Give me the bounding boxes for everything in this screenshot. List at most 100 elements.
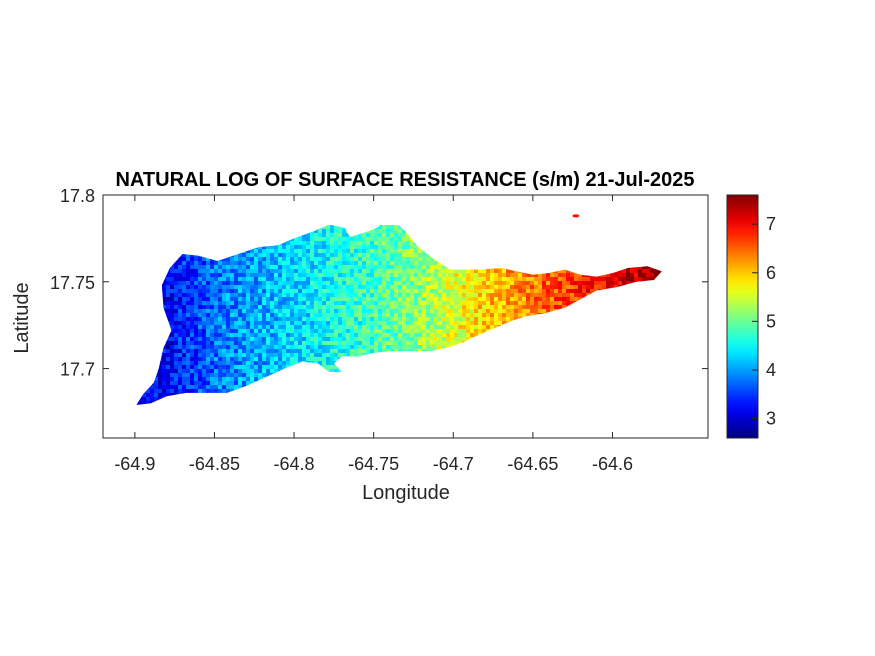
field-cell — [222, 389, 227, 394]
field-cell — [314, 261, 319, 266]
field-cell — [314, 241, 319, 246]
field-cell — [518, 301, 523, 306]
field-cell — [262, 357, 267, 362]
field-cell — [194, 317, 199, 322]
field-cell — [326, 365, 331, 370]
field-cell — [238, 297, 243, 302]
field-cell — [498, 281, 503, 286]
field-cell — [434, 301, 439, 306]
field-cell — [222, 293, 227, 298]
field-cell — [222, 289, 227, 294]
field-cell — [166, 337, 171, 342]
field-cell — [334, 337, 339, 342]
field-cell — [318, 241, 323, 246]
field-cell — [178, 349, 183, 354]
field-cell — [274, 245, 279, 250]
field-cell — [218, 325, 223, 330]
field-cell — [370, 277, 375, 282]
field-cell — [434, 297, 439, 302]
field-cell — [194, 337, 199, 342]
field-cell — [238, 285, 243, 290]
field-cell — [194, 293, 199, 298]
field-cell — [410, 313, 415, 318]
field-cell — [318, 245, 323, 250]
field-cell — [510, 301, 515, 306]
field-cell — [270, 345, 275, 350]
field-cell — [346, 305, 351, 310]
field-cell — [434, 265, 439, 270]
field-cell — [470, 277, 475, 282]
field-cell — [234, 333, 239, 338]
field-cell — [278, 313, 283, 318]
field-cell — [406, 341, 411, 346]
field-cell — [186, 253, 191, 258]
field-cell — [342, 253, 347, 258]
field-cell — [166, 345, 171, 350]
field-cell — [466, 317, 471, 322]
field-cell — [210, 325, 215, 330]
field-cell — [242, 313, 247, 318]
field-cell — [250, 377, 255, 382]
field-cell — [202, 369, 207, 374]
field-cell — [206, 309, 211, 314]
field-cell — [214, 357, 219, 362]
field-cell — [470, 305, 475, 310]
field-cell — [218, 293, 223, 298]
field-cell — [174, 373, 179, 378]
field-cell — [214, 329, 219, 334]
field-cell — [446, 333, 451, 338]
field-cell — [182, 285, 187, 290]
field-cell — [226, 297, 231, 302]
field-cell — [546, 293, 551, 298]
field-cell — [290, 241, 295, 246]
field-cell — [314, 289, 319, 294]
field-cell — [270, 325, 275, 330]
field-cell — [186, 269, 191, 274]
field-cell — [246, 341, 251, 346]
field-cell — [426, 269, 431, 274]
field-cell — [350, 257, 355, 262]
field-cell — [230, 377, 235, 382]
field-cell — [246, 305, 251, 310]
field-cell — [478, 285, 483, 290]
field-cell — [382, 297, 387, 302]
field-cell — [182, 365, 187, 370]
field-cell — [254, 321, 259, 326]
field-cell — [426, 333, 431, 338]
field-cell — [342, 281, 347, 286]
field-cell — [398, 225, 403, 230]
field-cell — [298, 265, 303, 270]
field-cell — [194, 313, 199, 318]
field-cell — [410, 249, 415, 254]
field-cell — [350, 325, 355, 330]
field-cell — [438, 293, 443, 298]
field-cell — [202, 285, 207, 290]
field-cell — [390, 289, 395, 294]
field-cell — [414, 317, 419, 322]
field-cell — [346, 285, 351, 290]
field-cell — [442, 333, 447, 338]
field-cell — [522, 313, 527, 318]
field-cell — [474, 317, 479, 322]
field-cell — [214, 341, 219, 346]
field-cell — [342, 321, 347, 326]
field-cell — [286, 289, 291, 294]
field-cell — [450, 281, 455, 286]
field-cell — [446, 305, 451, 310]
field-cell — [190, 373, 195, 378]
field-cell — [354, 349, 359, 354]
field-cell — [194, 277, 199, 282]
field-cell — [186, 281, 191, 286]
field-cell — [266, 285, 271, 290]
field-cell — [414, 313, 419, 318]
field-cell — [146, 393, 151, 398]
field-cell — [154, 381, 159, 386]
field-cell — [310, 253, 315, 258]
field-cell — [418, 293, 423, 298]
field-cell — [306, 357, 311, 362]
field-cell — [394, 329, 399, 334]
field-cell — [162, 365, 167, 370]
field-cell — [170, 329, 175, 334]
field-cell — [426, 261, 431, 266]
field-cell — [342, 305, 347, 310]
